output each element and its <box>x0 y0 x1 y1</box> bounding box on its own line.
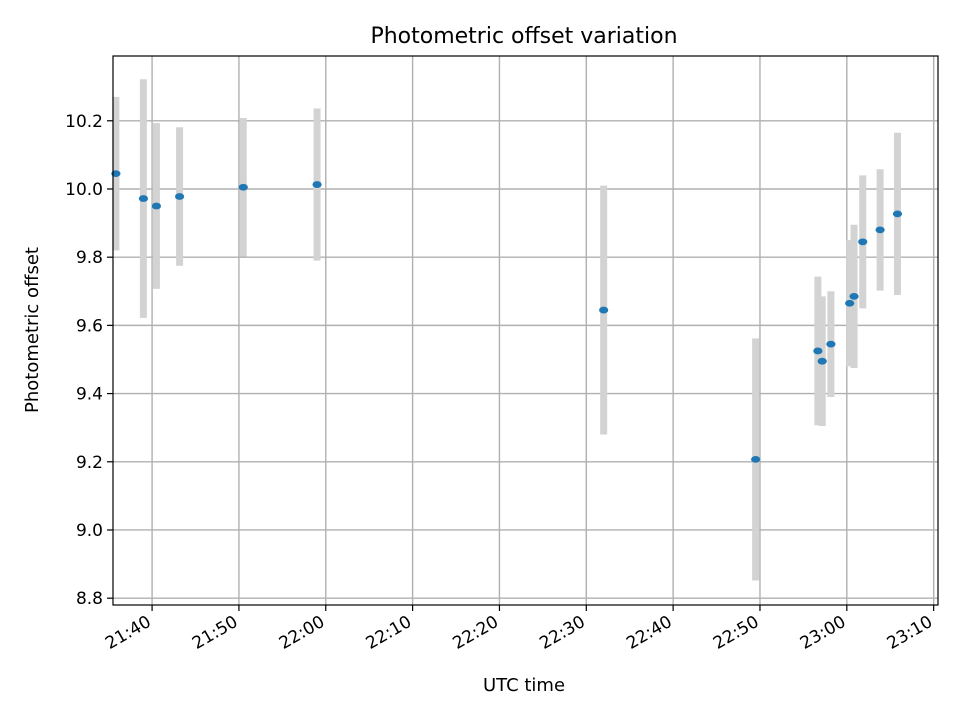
data-points <box>111 170 903 463</box>
data-point <box>138 195 148 202</box>
y-tick-label: 9.2 <box>76 453 103 473</box>
data-point <box>238 183 248 191</box>
y-tick-label: 9.0 <box>76 521 103 541</box>
y-tick-label: 10.0 <box>65 180 103 200</box>
data-point <box>817 357 827 365</box>
data-point <box>312 181 322 188</box>
data-point <box>892 210 903 218</box>
chart-title: Photometric offset variation <box>370 24 677 49</box>
plot-frame <box>112 55 939 606</box>
y-axis-ticks: 8.8 9.0 9.2 9.4 9.6 9.8 10.0 10.2 <box>65 112 113 609</box>
data-point <box>813 347 823 355</box>
data-point <box>849 293 859 300</box>
data-point <box>599 306 609 314</box>
y-tick-label: 10.2 <box>65 112 103 132</box>
data-point <box>858 238 868 246</box>
y-tick-label: 9.6 <box>76 316 103 336</box>
y-tick-label: 9.4 <box>76 385 103 405</box>
data-point <box>751 455 761 463</box>
data-point <box>151 202 162 210</box>
data-point <box>174 193 185 200</box>
data-point <box>845 299 855 307</box>
y-axis-label: Photometric offset <box>22 247 43 413</box>
data-point <box>826 340 836 348</box>
data-point <box>875 226 885 234</box>
y-tick-label: 9.8 <box>76 248 103 268</box>
x-axis-label: UTC time <box>483 675 565 696</box>
grid-lines <box>113 56 938 605</box>
y-tick-label: 8.8 <box>76 589 103 609</box>
